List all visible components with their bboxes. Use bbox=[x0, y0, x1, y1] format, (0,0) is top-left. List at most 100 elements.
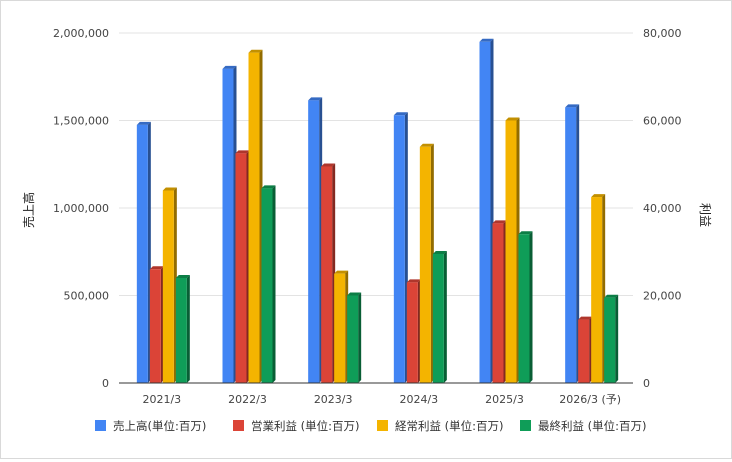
bar-front bbox=[136, 124, 148, 383]
right-tick-label: 40,000 bbox=[643, 202, 682, 215]
x-tick-label: 2025/3 bbox=[485, 393, 524, 406]
x-axis-ticks: 2021/3 2022/3 2023/3 2024/3 2025/3 2026/3 (予) bbox=[142, 393, 621, 406]
bar bbox=[261, 185, 276, 383]
bar-front bbox=[308, 100, 320, 383]
bar-front bbox=[604, 297, 616, 383]
right-tick-label: 20,000 bbox=[643, 290, 682, 303]
bar bbox=[432, 250, 447, 383]
bar bbox=[604, 294, 619, 383]
bar-top bbox=[149, 266, 164, 270]
legend-swatch bbox=[377, 420, 388, 431]
bar-front bbox=[261, 188, 273, 383]
x-tick-label: 2022/3 bbox=[228, 393, 267, 406]
bar-front bbox=[175, 278, 187, 383]
bar-front bbox=[505, 120, 517, 383]
bar-side bbox=[529, 231, 533, 383]
bar bbox=[406, 279, 421, 383]
legend-label: 経常利益 (単位:百万) bbox=[395, 419, 504, 433]
bar-top bbox=[162, 187, 177, 191]
left-tick-label: 1,000,000 bbox=[53, 202, 109, 215]
legend-item: 営業利益 (単位:百万) bbox=[233, 419, 360, 433]
bar bbox=[492, 220, 507, 383]
bar-front bbox=[347, 295, 359, 383]
legend-label: 最終利益 (単位:百万) bbox=[538, 419, 647, 433]
bar bbox=[149, 266, 164, 383]
bar-top bbox=[406, 279, 421, 283]
left-tick-label: 0 bbox=[102, 377, 109, 390]
bar-top bbox=[136, 121, 151, 125]
left-tick-label: 2,000,000 bbox=[53, 27, 109, 40]
x-tick-label: 2026/3 (予) bbox=[559, 393, 621, 406]
bar-top bbox=[479, 38, 494, 42]
bar bbox=[175, 275, 190, 383]
bar bbox=[136, 121, 151, 383]
bar-side bbox=[358, 292, 362, 383]
x-tick-label: 2023/3 bbox=[314, 393, 353, 406]
bar-side bbox=[576, 104, 580, 383]
bar-front bbox=[578, 319, 590, 383]
bar-top bbox=[235, 150, 250, 154]
right-tick-label: 80,000 bbox=[643, 27, 682, 40]
bar-front bbox=[235, 153, 247, 383]
left-axis-ticks: 0 500,000 1,000,000 1,500,000 2,000,000 bbox=[53, 27, 109, 390]
bar-front bbox=[565, 107, 577, 383]
legend-item: 最終利益 (単位:百万) bbox=[520, 419, 647, 433]
bar bbox=[479, 38, 494, 383]
bar-top bbox=[248, 49, 263, 53]
legend-swatch bbox=[233, 420, 244, 431]
bar bbox=[393, 112, 408, 383]
bar bbox=[518, 231, 533, 383]
bar-front bbox=[591, 197, 603, 383]
legend-label: 営業利益 (単位:百万) bbox=[251, 419, 360, 433]
bar-front bbox=[479, 41, 491, 383]
left-tick-label: 500,000 bbox=[64, 290, 110, 303]
bar-front bbox=[321, 166, 333, 383]
bar-front bbox=[419, 146, 431, 383]
bar-top bbox=[175, 275, 190, 278]
bar-side bbox=[186, 275, 190, 383]
bar-top bbox=[334, 270, 349, 274]
gridlines bbox=[119, 32, 633, 296]
bar-front bbox=[149, 269, 161, 383]
bar-top bbox=[518, 231, 533, 235]
legend-swatch bbox=[520, 420, 531, 431]
legend: 売上高(単位:百万) 営業利益 (単位:百万) 経常利益 (単位:百万) 最終利益 (… bbox=[95, 419, 647, 433]
bar bbox=[419, 143, 434, 383]
bar-top bbox=[492, 220, 507, 224]
bar-top bbox=[393, 112, 408, 116]
legend-item: 経常利益 (単位:百万) bbox=[377, 419, 504, 433]
x-tick-label: 2024/3 bbox=[399, 393, 438, 406]
bar-top bbox=[578, 316, 593, 320]
bar-side bbox=[272, 185, 276, 383]
legend-swatch bbox=[95, 420, 106, 431]
left-tick-label: 1,500,000 bbox=[53, 115, 109, 128]
bar bbox=[334, 270, 349, 383]
bar-side bbox=[443, 250, 447, 383]
bar bbox=[347, 292, 362, 383]
bar bbox=[308, 97, 323, 383]
bar-side bbox=[615, 294, 619, 383]
left-axis-label: 売上高 bbox=[21, 192, 36, 228]
bar bbox=[222, 65, 237, 383]
bar-front bbox=[162, 190, 174, 383]
bar-top bbox=[347, 292, 362, 296]
bar-top bbox=[419, 143, 434, 147]
bar-front bbox=[492, 223, 504, 383]
right-tick-label: 60,000 bbox=[643, 115, 682, 128]
bar bbox=[248, 49, 263, 383]
bar-top bbox=[604, 294, 619, 298]
bar-front bbox=[248, 52, 260, 383]
bars-group bbox=[136, 38, 619, 383]
bar bbox=[505, 117, 520, 383]
bar bbox=[591, 194, 606, 383]
bar-top bbox=[505, 117, 520, 121]
bar-front bbox=[334, 273, 346, 383]
bar-front bbox=[222, 68, 234, 383]
right-tick-label: 0 bbox=[643, 377, 650, 390]
bar-top bbox=[321, 163, 336, 167]
legend-item: 売上高(単位:百万) bbox=[95, 419, 206, 433]
x-tick-label: 2021/3 bbox=[142, 393, 181, 406]
bar bbox=[565, 104, 580, 383]
bar-front bbox=[393, 115, 405, 383]
